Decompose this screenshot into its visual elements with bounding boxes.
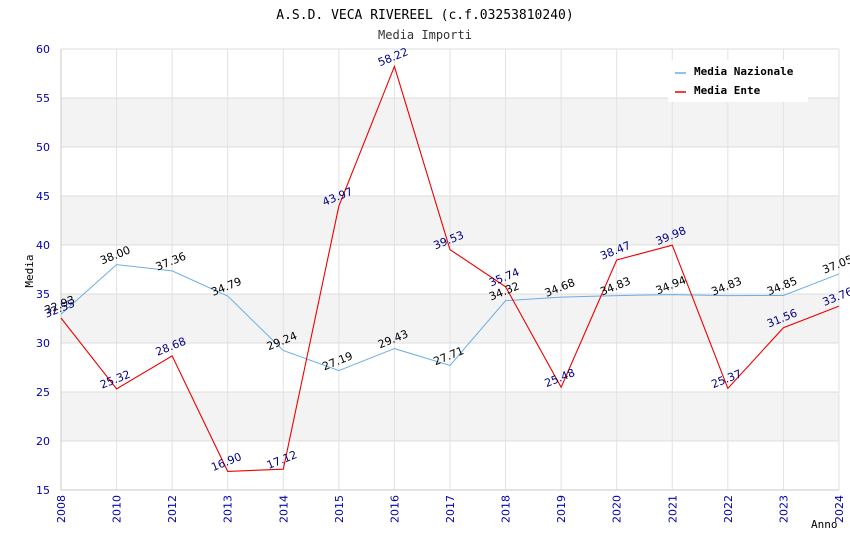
x-tick-label: 2020	[611, 495, 624, 523]
x-tick-label: 2024	[833, 495, 846, 523]
x-tick-label: 2010	[111, 495, 124, 523]
axes	[60, 49, 839, 491]
y-tick-label: 30	[36, 337, 50, 350]
x-tick-label: 2008	[55, 495, 68, 523]
y-tick-label: 15	[36, 484, 50, 497]
series-line-media-nazionale	[60, 264, 840, 372]
legend-box	[668, 60, 808, 102]
y-tick-label: 60	[36, 43, 50, 56]
x-tick-label: 2022	[722, 495, 735, 523]
x-tick-label: 2019	[555, 495, 568, 523]
chart-title: A.S.D. VECA RIVEREEL (c.f.03253810240)	[276, 8, 573, 23]
x-axis-label: Anno	[811, 518, 838, 531]
x-tick-label: 2016	[388, 495, 401, 523]
x-tick-label: 2012	[166, 495, 179, 523]
y-tick-label: 35	[36, 288, 50, 301]
y-tick-label: 45	[36, 190, 50, 203]
y-tick-labels: 15 20 25 30 35 40 45 50 55 60	[36, 43, 50, 497]
series-line-media-ente	[60, 64, 840, 472]
y-tick-label: 25	[36, 386, 50, 399]
x-tick-label: 2014	[277, 495, 290, 523]
y-axis-label: Media	[23, 254, 36, 287]
x-tick-labels: 2008 2010 2012 2013 2014 2015 2016 2017 2018 2019…	[55, 495, 846, 523]
x-tick-label: 2023	[777, 495, 790, 523]
y-tick-label: 20	[36, 435, 50, 448]
x-tick-label: 2015	[333, 495, 346, 523]
chart-subtitle: Media Importi	[378, 28, 472, 42]
y-tick-label: 50	[36, 141, 50, 154]
legend-label-media-ente: Media Ente	[694, 84, 761, 97]
x-tick-label: 2021	[666, 495, 679, 523]
y-tick-label: 55	[36, 92, 50, 105]
x-tick-label: 2013	[222, 495, 235, 523]
legend-label-media-nazionale: Media Nazionale	[694, 65, 794, 78]
x-tick-label: 2017	[444, 495, 457, 523]
legend: Media Nazionale Media Ente	[668, 60, 808, 102]
x-tick-label: 2018	[500, 495, 513, 523]
series-lines	[60, 64, 840, 472]
y-tick-label: 40	[36, 239, 50, 252]
